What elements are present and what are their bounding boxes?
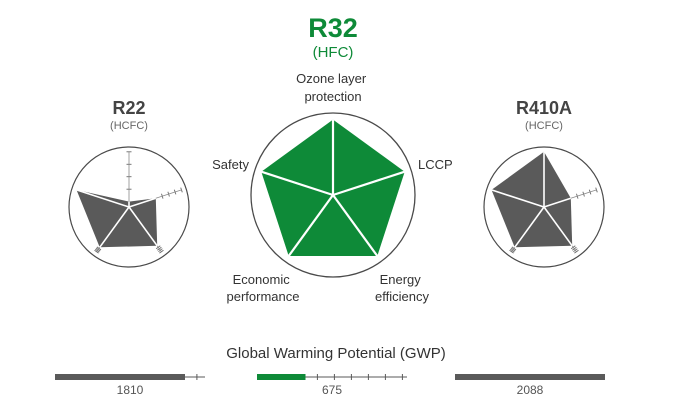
r32-subtitle: (HFC) <box>313 44 354 61</box>
gwp-fill-r22 <box>55 374 185 380</box>
gwp-bar-r410a: 2088 <box>455 374 605 397</box>
r410a-data-polygon <box>491 151 573 248</box>
r22-spoke-energy-efficiency <box>128 206 158 247</box>
gwp-bar-r22: 1810 <box>55 374 205 397</box>
gwp-title: Global Warming Potential (GWP) <box>226 345 446 362</box>
axis-label-safety: Safety <box>212 157 249 172</box>
r22-spoke-economic-performance <box>99 206 130 248</box>
r410a-axis-line-lccp <box>570 189 597 199</box>
r22-spoke-lccp <box>128 197 157 208</box>
r22-axis-line-energy-efficiency <box>156 245 162 252</box>
r22-axis-line-lccp <box>155 189 182 199</box>
r32-spoke-lccp <box>332 170 406 197</box>
r32-spoke-economic-performance <box>287 194 334 257</box>
r410a-spoke-economic-performance <box>514 206 545 248</box>
r32-title: R32 <box>308 13 358 43</box>
r22-outline-circle <box>68 146 190 268</box>
gwp-label-r32: 675 <box>322 383 342 397</box>
r22-data-polygon <box>76 189 158 248</box>
r22-spokes <box>76 189 158 248</box>
r410a-spoke-energy-efficiency <box>543 206 573 247</box>
r32-spoke-energy-efficiency <box>332 194 379 257</box>
gwp-label-r410a: 2088 <box>517 383 544 397</box>
gwp-fill-r32 <box>257 374 306 380</box>
r410a-spoke-safety <box>491 189 545 208</box>
axis-label-lccp: LCCP <box>418 157 453 172</box>
r22-axis-line-economic-performance <box>96 247 101 252</box>
r410a-subtitle: (HCFC) <box>525 120 563 132</box>
r32-spokes <box>260 119 406 257</box>
r22-subtitle: (HCFC) <box>110 120 148 132</box>
gwp-fill-r410a <box>455 374 605 380</box>
radar-chart-r22: R22 (HCFC) <box>68 98 190 268</box>
r410a-spoke-lccp <box>543 197 572 208</box>
gwp-bar-r32: 675 <box>257 374 407 397</box>
r410a-axis-ticks <box>509 187 598 254</box>
r410a-title: R410A <box>516 98 572 118</box>
r32-spoke-safety <box>260 170 334 197</box>
radar-chart-r410a: R410A (HCFC) <box>483 98 605 268</box>
radar-chart-r32: R32 (HFC) Ozone layer protection LCCP En… <box>212 13 453 304</box>
r410a-outline-circle <box>483 146 605 268</box>
r410a-axis-line-economic-performance <box>511 247 516 252</box>
axis-label-ozone-layer-protection: Ozone layer protection <box>296 71 370 104</box>
gwp-label-r22: 1810 <box>117 383 144 397</box>
axis-label-economic-performance: Economic performance <box>227 272 300 304</box>
r22-title: R22 <box>112 98 145 118</box>
r410a-axis-line-energy-efficiency <box>571 245 577 252</box>
r22-axis-ticks <box>94 151 183 254</box>
gwp-ticks-r32 <box>316 374 403 380</box>
r410a-spokes <box>491 151 573 248</box>
r32-outline-circle <box>250 112 416 278</box>
axis-label-energy-efficiency: Energy efficiency <box>375 272 429 304</box>
r22-spoke-safety <box>76 189 130 208</box>
